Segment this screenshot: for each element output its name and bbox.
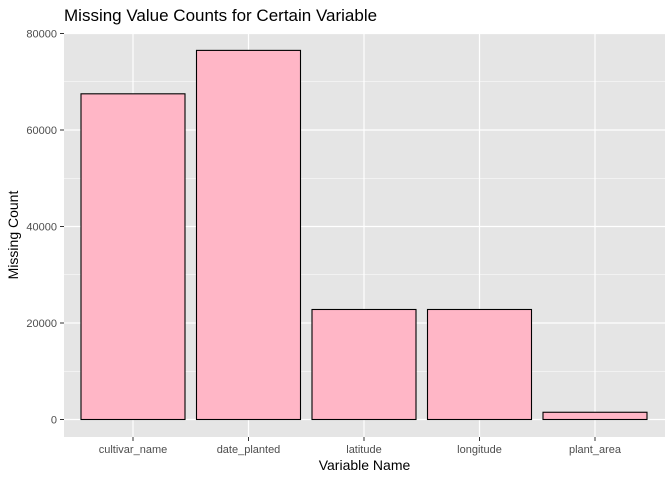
x-tick-label: longitude xyxy=(457,444,502,456)
y-tick-label: 40000 xyxy=(26,222,57,234)
y-axis-title: Missing Count xyxy=(5,191,21,280)
x-tick-label: latitude xyxy=(346,444,381,456)
y-axis-ticks: 0 20000 40000 60000 80000 xyxy=(26,29,64,427)
x-tick-label: cultivar_name xyxy=(99,444,167,456)
bar-latitude xyxy=(311,308,417,421)
bars xyxy=(80,49,648,421)
x-axis-ticks: cultivar_name date_planted latitude longitu… xyxy=(99,437,622,456)
bar-cultivar-name xyxy=(80,93,186,421)
chart-title: Missing Value Counts for Certain Variabl… xyxy=(64,6,377,25)
bar-date-planted xyxy=(195,49,302,421)
x-tick-label: date_planted xyxy=(217,444,281,456)
y-tick-label: 20000 xyxy=(26,318,57,330)
y-tick-label: 80000 xyxy=(26,29,57,41)
x-tick-label: plant_area xyxy=(569,444,622,456)
x-axis-title: Variable Name xyxy=(319,457,411,473)
y-tick-label: 60000 xyxy=(26,125,57,137)
bar-plant-area xyxy=(542,411,648,421)
y-tick-label: 0 xyxy=(51,415,57,427)
bar-longitude xyxy=(426,308,533,421)
